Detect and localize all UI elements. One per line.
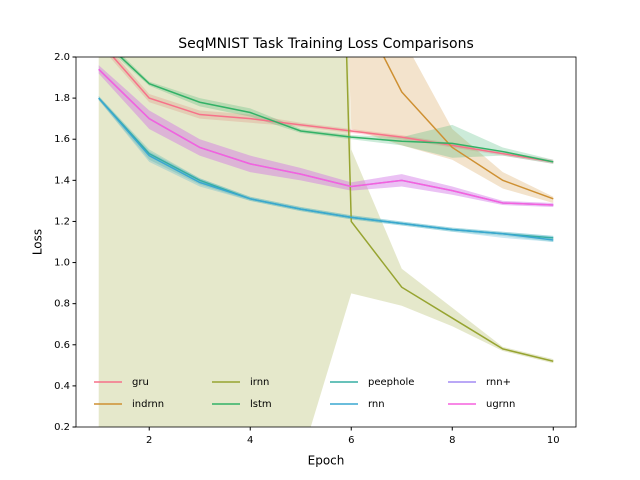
series-line xyxy=(98,97,554,241)
legend-label: lstm xyxy=(250,399,272,410)
series-line xyxy=(383,57,554,200)
x-tick-label: 2 xyxy=(146,435,152,446)
series-line xyxy=(98,68,554,206)
x-tick-label: 8 xyxy=(449,435,455,446)
y-tick-label: 0.2 xyxy=(54,422,70,433)
confidence-band xyxy=(98,57,554,427)
y-tick-label: 1.4 xyxy=(54,175,70,186)
legend: gru indrnn irnn lstm peephole rnn rnn+ ugrnn xyxy=(94,377,515,410)
x-tick-label: 10 xyxy=(547,435,560,446)
legend-label: irnn xyxy=(250,377,269,388)
confidence-band xyxy=(348,57,554,203)
series-line xyxy=(112,57,554,163)
x-axis-label: Epoch xyxy=(308,454,345,468)
y-tick-label: 0.4 xyxy=(54,381,70,392)
legend-label: indrnn xyxy=(132,399,164,410)
y-tick-label: 1.8 xyxy=(54,93,70,104)
y-tick-label: 0.6 xyxy=(54,340,70,351)
chart-title: SeqMNIST Task Training Loss Comparisons xyxy=(178,36,474,52)
y-tick-label: 1.0 xyxy=(54,258,70,269)
legend-label: peephole xyxy=(368,377,414,388)
legend-label: gru xyxy=(132,377,149,388)
x-tick-label: 6 xyxy=(348,435,354,446)
confidence-band xyxy=(117,57,554,164)
y-tick-label: 1.2 xyxy=(54,216,70,227)
confidence-band xyxy=(98,65,554,208)
legend-label: rnn xyxy=(368,399,385,410)
axes-frame xyxy=(75,56,577,428)
confidence-band xyxy=(98,65,554,208)
legend-label: rnn+ xyxy=(486,377,511,388)
plot-area xyxy=(98,57,554,427)
y-tick-label: 0.8 xyxy=(54,299,70,310)
y-tick-label: 1.6 xyxy=(54,134,70,145)
series-line xyxy=(345,57,554,362)
x-tick-label: 4 xyxy=(247,435,253,446)
y-axis-label: Loss xyxy=(31,229,45,255)
series-line xyxy=(119,57,554,163)
legend-label: ugrnn xyxy=(486,399,515,410)
y-tick-label: 2.0 xyxy=(54,52,70,63)
